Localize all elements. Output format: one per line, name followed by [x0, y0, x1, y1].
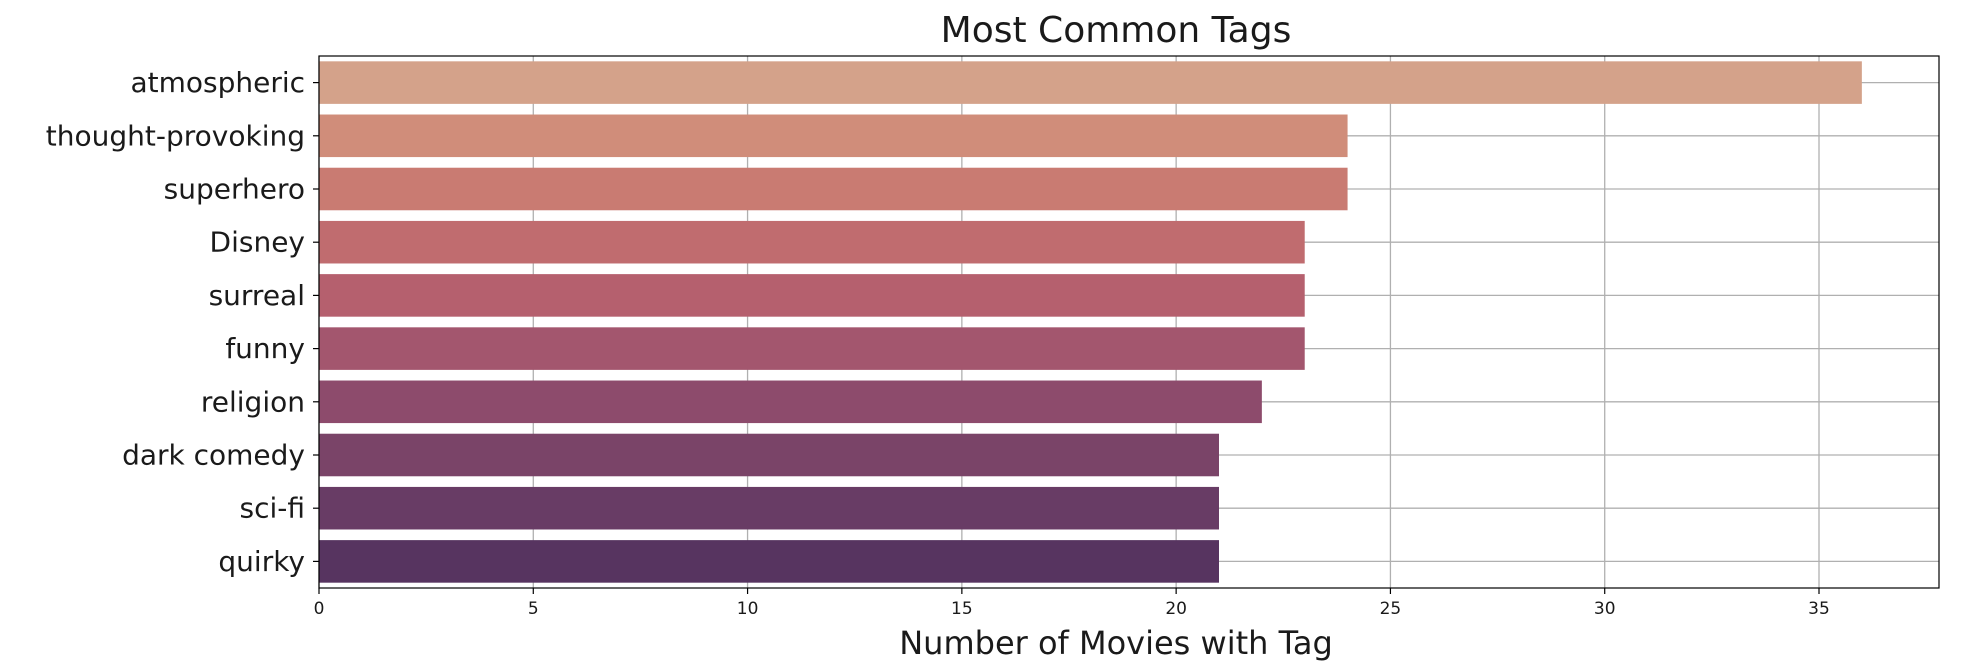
x-tick-label: 35	[1808, 599, 1830, 619]
chart-title: Most Common Tags	[941, 10, 1292, 51]
bar-thought-provoking	[319, 114, 1348, 158]
x-tick-label: 10	[737, 599, 759, 619]
x-tick-label: 0	[314, 599, 325, 619]
bar-surreal	[319, 274, 1305, 317]
x-tick-label: 20	[1165, 599, 1187, 619]
category-label: religion	[201, 385, 305, 418]
x-tick-label: 5	[528, 599, 539, 619]
bar-superhero	[319, 167, 1348, 211]
category-label: quirky	[218, 545, 305, 578]
category-label: superhero	[164, 173, 305, 206]
y-axis-categories: atmospheric thought-provoking superhero Dis…	[46, 66, 319, 578]
bar-atmospheric	[319, 61, 1862, 104]
category-label: dark comedy	[122, 439, 305, 472]
bar-dark-comedy	[319, 433, 1219, 477]
bar-quirky	[319, 540, 1219, 583]
category-label: Disney	[210, 226, 305, 259]
category-label: surreal	[209, 279, 305, 312]
category-label: atmospheric	[130, 66, 305, 99]
category-label: funny	[225, 332, 305, 365]
x-tick-label: 30	[1594, 599, 1616, 619]
bar-religion	[319, 380, 1262, 424]
plot-frame	[318, 55, 1940, 589]
bars	[319, 61, 1862, 583]
bar-disney	[319, 220, 1305, 264]
category-label: sci-fi	[239, 492, 305, 525]
x-axis-label: Number of Movies with Tag	[899, 624, 1333, 662]
bar-sci-fi	[319, 486, 1219, 530]
x-tick-label: 15	[951, 599, 973, 619]
category-label: thought-provoking	[46, 119, 305, 152]
x-axis-ticks: 0 5 10 15 20 25 30 35	[314, 588, 1830, 619]
x-tick-label: 25	[1380, 599, 1402, 619]
bar-funny	[319, 327, 1305, 370]
